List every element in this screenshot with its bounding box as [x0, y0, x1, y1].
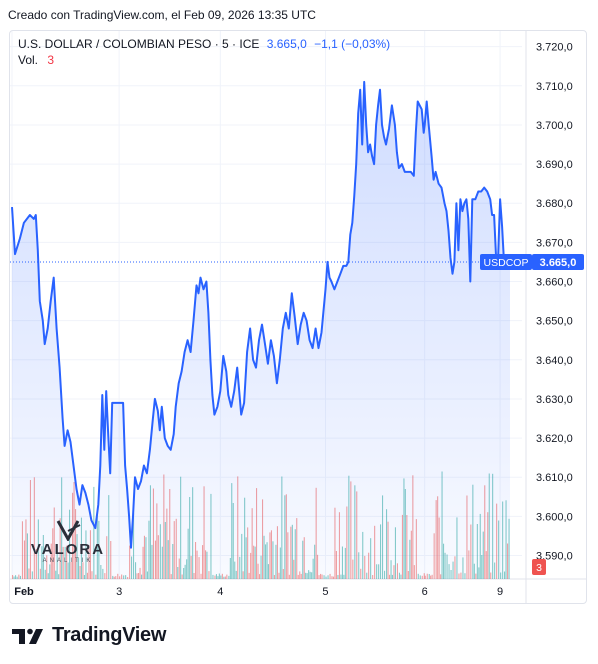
symbol-tag: [480, 253, 532, 270]
legend-main-row: U.S. DOLLAR / COLOMBIAN PESO · 5 · ICE 3…: [18, 36, 390, 52]
tradingview-brand[interactable]: TradingView: [12, 622, 166, 648]
y-tick-label: 3.650,0: [536, 316, 573, 328]
y-tick-label: 3.630,0: [536, 394, 573, 406]
y-tick-label: 3.600,0: [536, 511, 573, 523]
watermark-name: VALORA: [30, 541, 106, 558]
legend-volume-label[interactable]: Vol.: [18, 53, 39, 67]
x-tick-label: 6: [422, 586, 428, 598]
tradingview-logo-icon: [12, 628, 43, 644]
price-line[interactable]: [11, 80, 511, 549]
x-tick-label: 5: [322, 586, 328, 598]
price-tag: [532, 253, 584, 270]
valora-logo-icon: [56, 520, 81, 541]
x-tick-label: 4: [217, 586, 223, 598]
volume-tag: [532, 559, 546, 575]
chart-frame[interactable]: 3.590,0 3.600,0 3.610,0 3.620,0 3.630,0 3.640…: [9, 30, 587, 604]
x-tick-label: 3: [116, 586, 122, 598]
legend-price: 3.665,0: [266, 37, 307, 51]
y-tick-label: 3.700,0: [536, 120, 573, 132]
legend-change: −1,1 (−0,03%): [314, 37, 391, 51]
y-tick-label: 3.660,0: [536, 277, 573, 289]
price-tag-label: 3.665,0: [540, 257, 577, 269]
x-tick-label: 9: [497, 586, 503, 598]
y-tick-label: 3.670,0: [536, 237, 573, 249]
symbol-tag-label: USDCOP: [484, 257, 529, 269]
valora-watermark: VALORA ANALITIK: [30, 519, 106, 564]
legend-volume-row: Vol. 3: [18, 52, 390, 68]
watermark-subtitle: ANALITIK: [42, 558, 94, 564]
y-tick-label: 3.610,0: [536, 472, 573, 484]
legend-symbol[interactable]: U.S. DOLLAR / COLOMBIAN PESO · 5 · ICE: [18, 37, 260, 51]
legend-volume-value: 3: [47, 53, 55, 67]
y-tick-label: 3.620,0: [536, 433, 573, 445]
y-tick-label: 3.640,0: [536, 355, 573, 367]
y-tick-label: 3.720,0: [536, 42, 573, 54]
chart-legend: U.S. DOLLAR / COLOMBIAN PESO · 5 · ICE 3…: [18, 36, 390, 68]
y-tick-label: 3.710,0: [536, 81, 573, 93]
y-tick-label: 3.690,0: [536, 159, 573, 171]
chart-caption: Creado con TradingView.com, el Feb 09, 2…: [8, 8, 316, 22]
y-tick-label: 3.680,0: [536, 198, 573, 210]
tradingview-wordmark: TradingView: [52, 623, 167, 646]
x-tick-label: Feb: [14, 586, 34, 598]
chart-canvas[interactable]: 3.590,03.600,03.610,03.620,03.630,03.640…: [10, 31, 586, 603]
volume-tag-label: 3: [536, 562, 542, 574]
